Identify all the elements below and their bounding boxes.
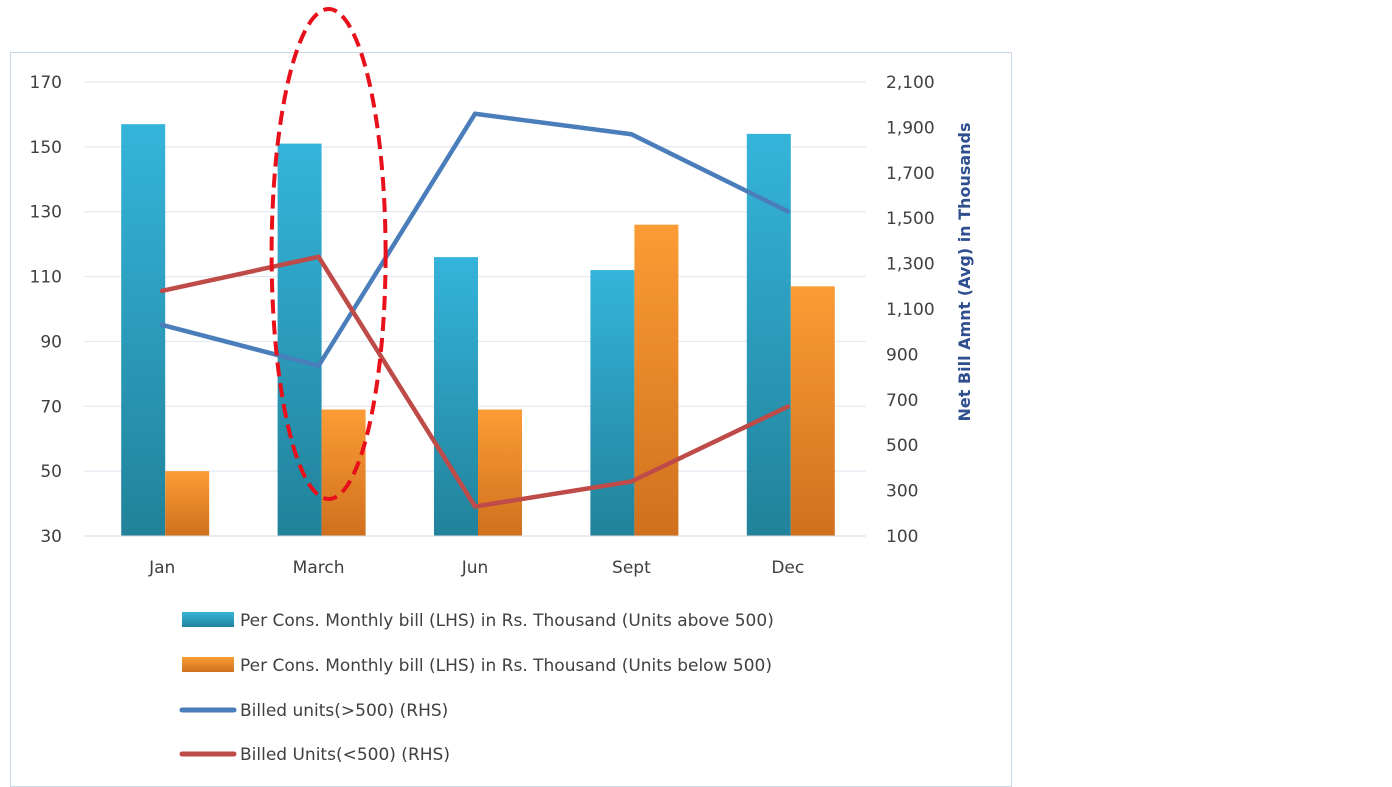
highlight-ellipse xyxy=(269,7,388,501)
y-right-tick-label: 500 xyxy=(886,436,918,456)
y-left-tick-label: 50 xyxy=(40,462,62,482)
bar-above-500 xyxy=(121,124,166,537)
y-right-tick-label: 700 xyxy=(886,391,918,411)
line-point xyxy=(159,322,165,328)
bar-above-500 xyxy=(434,257,478,536)
y-right-tick-label: 1,300 xyxy=(886,255,935,275)
line-point xyxy=(472,111,478,117)
y-right-tick-label: 1,100 xyxy=(886,300,935,320)
bar-below-500 xyxy=(165,471,210,536)
y-right-tick-label: 900 xyxy=(886,345,918,365)
line-point xyxy=(785,209,791,214)
y-left-tick-label: 130 xyxy=(30,203,62,223)
y-left-tick-label: 150 xyxy=(30,138,62,158)
line-point xyxy=(629,479,634,484)
legend-swatch xyxy=(182,657,234,672)
y-right-tick-label: 100 xyxy=(886,527,918,547)
bar-above-500 xyxy=(277,143,322,536)
line-point xyxy=(316,363,321,368)
y-right-tick-label: 1,900 xyxy=(886,118,935,138)
x-tick-label: Sept xyxy=(612,558,651,578)
x-tick-label: Jan xyxy=(148,558,175,578)
y-left-tick-label: 30 xyxy=(40,527,62,547)
y-right-tick-label: 1,500 xyxy=(886,209,935,229)
bar-above-500 xyxy=(590,270,635,536)
line-point xyxy=(316,254,321,260)
line-point xyxy=(159,288,165,294)
y-right-tick-label: 1,700 xyxy=(886,164,935,184)
y-right-tick-label: 2,100 xyxy=(886,73,935,93)
x-tick-label: March xyxy=(293,558,345,578)
line-point xyxy=(629,131,634,137)
line-point xyxy=(472,504,478,509)
legend-label: Billed Units(<500) (RHS) xyxy=(240,745,450,765)
bar-below-500 xyxy=(478,409,522,536)
legend-swatch xyxy=(182,612,234,627)
legend-label: Billed units(>500) (RHS) xyxy=(240,701,448,721)
line-point xyxy=(785,404,791,409)
x-tick-label: Jun xyxy=(461,558,489,578)
y-left-tick-label: 170 xyxy=(30,73,62,93)
y-left-tick-label: 90 xyxy=(40,332,62,352)
legend-label: Per Cons. Monthly bill (LHS) in Rs. Thou… xyxy=(240,656,772,676)
y-left-tick-label: 70 xyxy=(40,397,62,417)
y-left-tick-label: 110 xyxy=(30,268,62,288)
bar-below-500 xyxy=(321,409,366,536)
bar-below-500 xyxy=(790,286,835,536)
bar-below-500 xyxy=(634,224,679,536)
legend-label: Per Cons. Monthly bill (LHS) in Rs. Thou… xyxy=(240,611,774,631)
y-right-axis-title: Net Bill Amnt (Avg) in Thousands xyxy=(955,122,974,421)
x-tick-label: Dec xyxy=(771,558,804,578)
y-right-tick-label: 300 xyxy=(886,482,918,502)
